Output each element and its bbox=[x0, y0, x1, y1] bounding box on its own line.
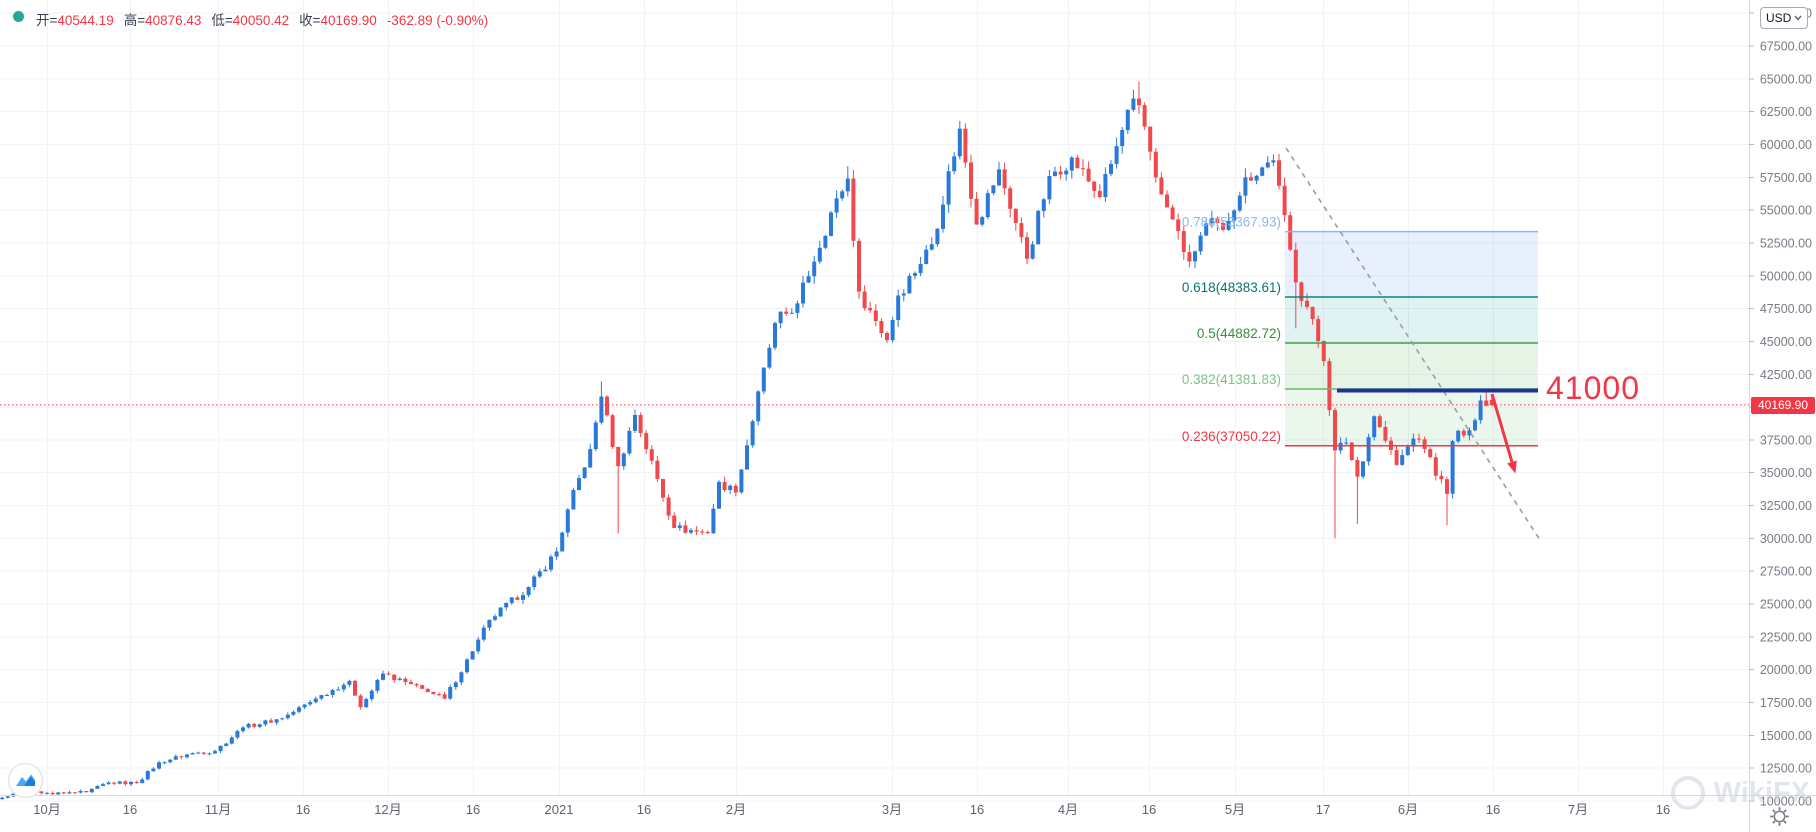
ohlc-legend: 开=40544.19 高=40876.43 低=40050.42 收=40169.90… bbox=[36, 9, 488, 29]
price-tick-label: 32500.00 bbox=[1760, 499, 1812, 513]
currency-label: USD bbox=[1766, 11, 1792, 25]
price-tick-label: 45000.00 bbox=[1760, 335, 1812, 349]
price-tick-label: 52500.00 bbox=[1760, 237, 1812, 251]
down-arrow-head bbox=[1507, 460, 1517, 474]
chevron-down-icon bbox=[1794, 15, 1802, 21]
currency-selector[interactable]: USD bbox=[1760, 7, 1809, 29]
time-tick-label: 16 bbox=[466, 802, 480, 817]
time-tick-label: 2月 bbox=[726, 802, 746, 817]
time-tick-label: 16 bbox=[637, 802, 651, 817]
time-tick-label: 16 bbox=[970, 802, 984, 817]
price-tick-label: 17500.00 bbox=[1760, 696, 1812, 710]
open-label: 开= bbox=[36, 13, 58, 28]
fib-level-label: 0.786(53367.93) bbox=[1182, 215, 1281, 230]
price-tick-label: 47500.00 bbox=[1760, 302, 1812, 316]
close-label: 收= bbox=[299, 13, 321, 28]
fib-level-label: 0.618(48383.61) bbox=[1182, 280, 1281, 295]
down-arrow[interactable] bbox=[1490, 393, 1514, 463]
series-marker-icon bbox=[13, 11, 24, 22]
time-tick-label: 16 bbox=[296, 802, 310, 817]
price-tick-label: 22500.00 bbox=[1760, 630, 1812, 644]
change-value: -362.89 (-0.90%) bbox=[386, 13, 489, 28]
low-label: 低= bbox=[211, 13, 233, 28]
time-tick-label: 2021 bbox=[545, 802, 574, 817]
fib-level-label: 0.382(41381.83) bbox=[1182, 372, 1281, 387]
price-tick-label: 37500.00 bbox=[1760, 433, 1812, 447]
price-tick-label: 55000.00 bbox=[1760, 204, 1812, 218]
time-tick-label: 16 bbox=[1486, 802, 1500, 817]
trendline-dashed[interactable] bbox=[1285, 147, 1541, 541]
time-tick-label: 16 bbox=[1142, 802, 1156, 817]
time-tick-label: 7月 bbox=[1568, 802, 1588, 817]
low-value: 40050.42 bbox=[232, 13, 290, 28]
settings-gear-icon[interactable] bbox=[1769, 806, 1790, 827]
time-scale[interactable]: 10月 16 11月 16 12月 16 2021 16 2月 3月 16 4月 16 5月 17 6月 16 7… bbox=[33, 802, 1670, 817]
last-price-badge: 40169.90 bbox=[1751, 397, 1815, 414]
time-tick-label: 10月 bbox=[33, 802, 60, 817]
close-value: 40169.90 bbox=[320, 13, 377, 28]
price-tick-label: 67500.00 bbox=[1760, 40, 1812, 54]
price-tick-label: 60000.00 bbox=[1760, 138, 1812, 152]
time-tick-label: 16 bbox=[1656, 802, 1670, 817]
price-tick-label: 30000.00 bbox=[1760, 532, 1812, 546]
time-tick-label: 16 bbox=[123, 802, 137, 817]
time-tick-label: 17 bbox=[1316, 802, 1330, 817]
candles[interactable] bbox=[0, 81, 1494, 801]
price-tick-label: 20000.00 bbox=[1760, 663, 1812, 677]
time-tick-label: 12月 bbox=[374, 802, 401, 817]
price-tick-label: 35000.00 bbox=[1760, 466, 1812, 480]
fib-levels[interactable]: 0.786(53367.93) 0.618(48383.61) 0.5(44882.… bbox=[1182, 215, 1538, 447]
time-tick-label: 4月 bbox=[1058, 802, 1078, 817]
price-tick-label: 27500.00 bbox=[1760, 565, 1812, 579]
fib-level-label: 0.5(44882.72) bbox=[1197, 326, 1281, 341]
time-tick-label: 11月 bbox=[205, 802, 232, 817]
high-value: 40876.43 bbox=[145, 13, 202, 28]
fib-level-label: 0.236(37050.22) bbox=[1182, 429, 1281, 444]
time-tick-label: 3月 bbox=[882, 802, 902, 817]
price-tick-label: 65000.00 bbox=[1760, 72, 1812, 86]
time-tick-label: 6月 bbox=[1398, 802, 1418, 817]
price-tick-label: 15000.00 bbox=[1760, 729, 1812, 743]
price-tick-label: 10000.00 bbox=[1760, 795, 1812, 809]
app-logo-icon[interactable] bbox=[7, 762, 44, 799]
high-label: 高= bbox=[123, 13, 146, 28]
time-tick-label: 5月 bbox=[1225, 802, 1245, 817]
price-tick-label: 42500.00 bbox=[1760, 368, 1812, 382]
open-value: 40544.19 bbox=[57, 13, 114, 28]
price-annotation: 41000 bbox=[1546, 370, 1640, 406]
price-tick-label: 57500.00 bbox=[1760, 171, 1812, 185]
price-tick-label: 50000.00 bbox=[1760, 269, 1812, 283]
price-tick-label: 62500.00 bbox=[1760, 105, 1812, 119]
price-tick-label: 12500.00 bbox=[1760, 762, 1812, 776]
price-tick-label: 25000.00 bbox=[1760, 598, 1812, 612]
fib-zone-fills bbox=[1285, 231, 1538, 446]
